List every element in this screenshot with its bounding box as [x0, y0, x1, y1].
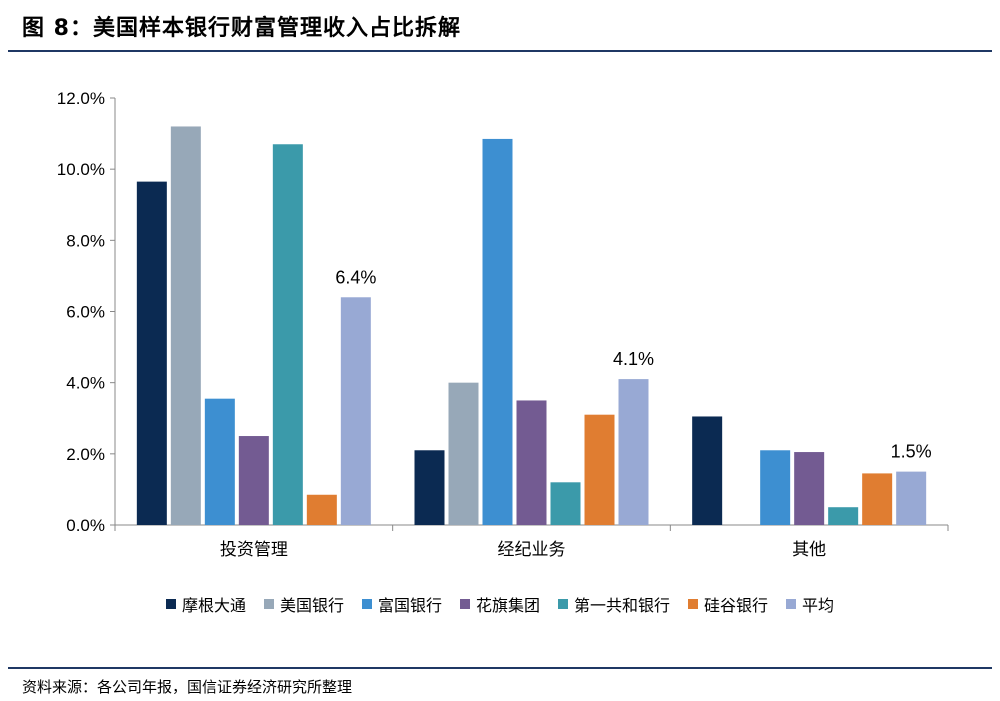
legend-item: 第一共和银行: [558, 592, 670, 616]
bar: [340, 297, 371, 525]
legend-swatch: [558, 599, 568, 609]
bar: [896, 471, 927, 525]
legend-label: 平均: [802, 596, 835, 615]
x-tick-label: 投资管理: [220, 540, 288, 559]
x-tick-label: 经纪业务: [498, 540, 566, 559]
legend-swatch: [688, 599, 699, 609]
legend-label: 花旗集团: [475, 596, 540, 615]
bar: [448, 382, 479, 525]
x-tick-label: 其他: [792, 540, 826, 559]
bar: [550, 482, 581, 525]
bar: [862, 473, 893, 525]
legend-label: 富国银行: [377, 596, 442, 615]
bar: [204, 398, 235, 525]
data-label: 6.4%: [335, 267, 376, 287]
legend-label: 硅谷银行: [704, 596, 769, 615]
legend-item: 摩根大通: [165, 592, 246, 616]
legend-swatch: [263, 599, 274, 609]
bar: [170, 126, 201, 525]
data-label: 1.5%: [891, 442, 932, 462]
legend-label: 美国银行: [279, 596, 344, 615]
bottom-rule: [8, 667, 992, 669]
legend-item: 美国银行: [263, 592, 344, 616]
source-note: 资料来源：各公司年报，国信证券经济研究所整理: [22, 678, 353, 696]
figure-title: 图 8：美国样本银行财富管理收入占比拆解: [22, 16, 461, 41]
bar: [794, 452, 825, 525]
bar: [136, 181, 167, 525]
legend-swatch: [361, 599, 372, 609]
y-tick-label: 8.0%: [66, 231, 105, 250]
bar-chart: 0.0% 2.0% 4.0% 6.0% 8.0% 10.0% 12.0% 投资管理 经纪业务 其他…: [57, 89, 949, 559]
bar: [414, 450, 445, 525]
legend-item: 硅谷银行: [688, 592, 768, 616]
legend-swatch: [786, 599, 797, 609]
y-tick-label: 6.0%: [66, 303, 105, 322]
y-tick-label: 12.0%: [57, 89, 105, 108]
bar: [306, 494, 337, 525]
legend-label: 摩根大通: [181, 596, 246, 615]
bar: [238, 436, 269, 525]
bar: [482, 138, 513, 525]
bar: [272, 144, 303, 525]
y-tick-label: 2.0%: [66, 445, 105, 464]
y-tick-label: 4.0%: [66, 374, 105, 393]
y-tick-label: 0.0%: [66, 516, 105, 535]
chart-legend: 摩根大通 美国银行 富国银行 花旗集团 第一共和银行 硅谷银行 平均: [0, 592, 1000, 616]
legend-label: 第一共和银行: [574, 596, 671, 615]
bar: [828, 507, 859, 525]
y-tick-label: 10.0%: [57, 160, 105, 179]
legend-item: 平均: [786, 592, 834, 616]
legend-swatch: [459, 599, 470, 609]
top-rule: [8, 50, 992, 52]
bar: [760, 450, 791, 525]
bar: [618, 379, 649, 525]
data-label: 4.1%: [613, 349, 654, 369]
legend-item: 富国银行: [361, 592, 442, 616]
legend-swatch: [165, 599, 176, 609]
bar: [584, 414, 615, 525]
bar: [692, 416, 723, 525]
legend-item: 花旗集团: [459, 592, 540, 616]
bar: [516, 400, 547, 525]
